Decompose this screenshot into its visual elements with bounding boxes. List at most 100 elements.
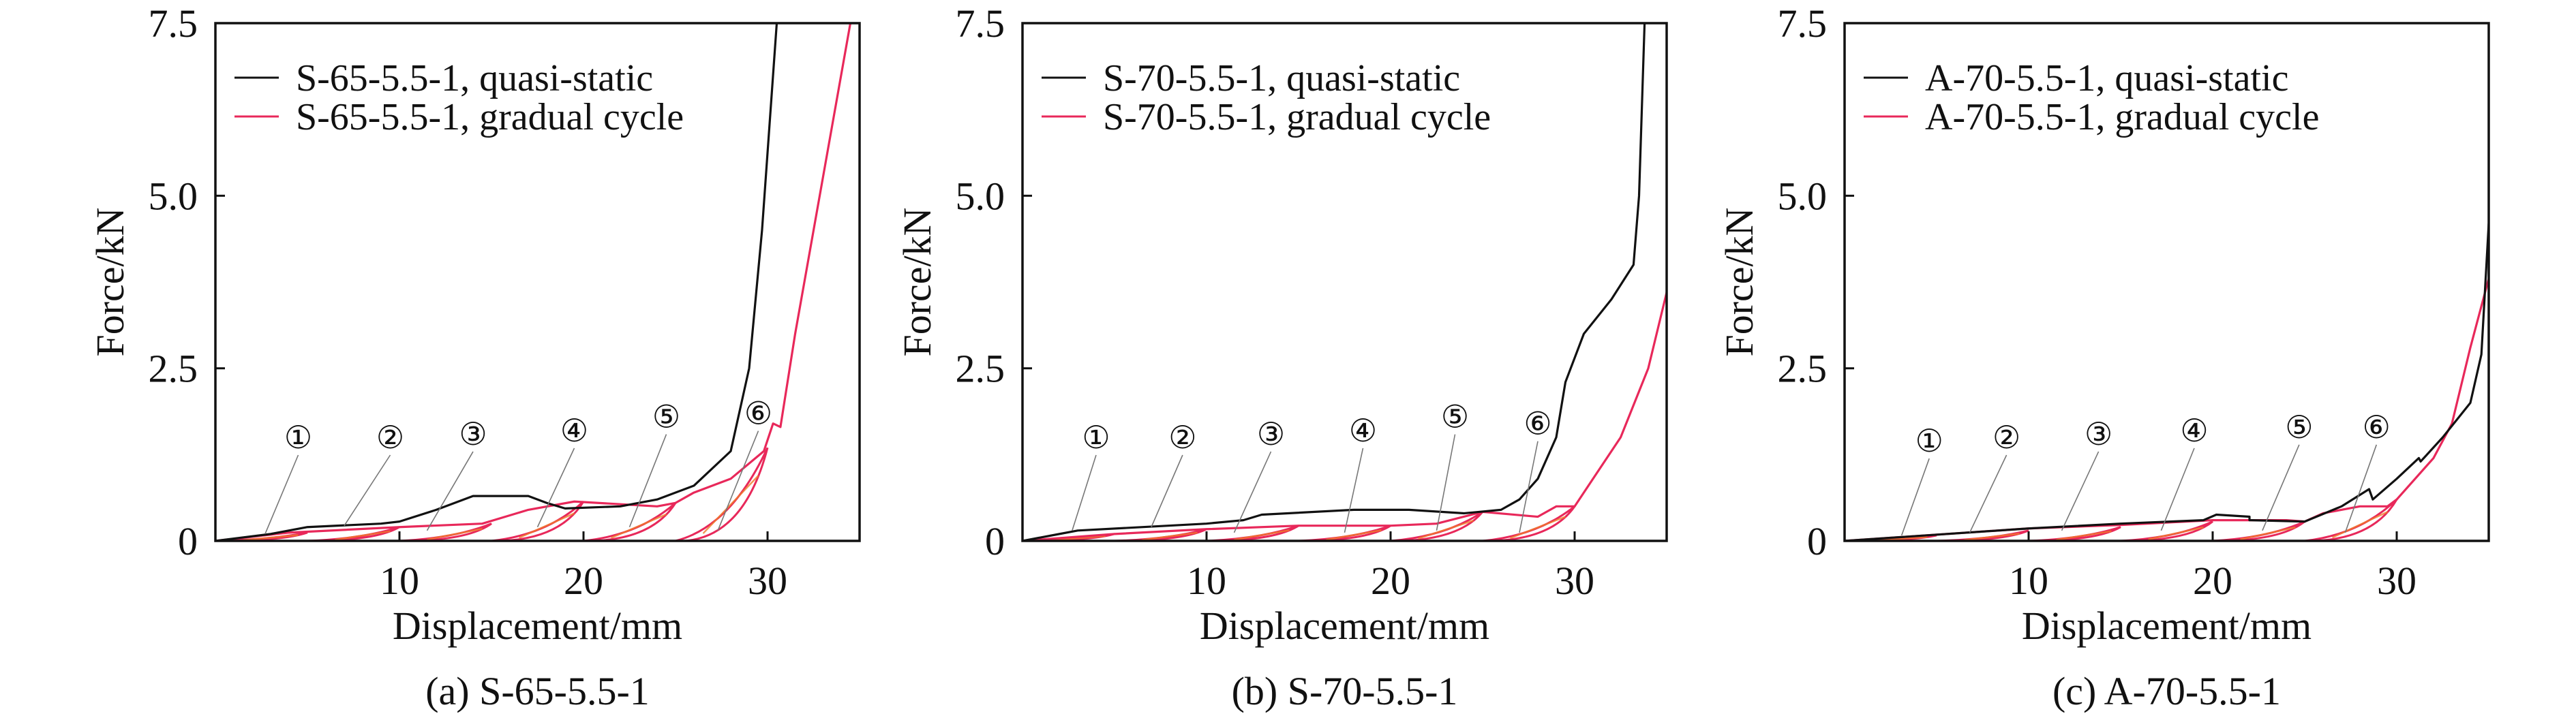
- x-tick-label: 20: [1371, 559, 1410, 603]
- cycle-reload-3: [2056, 530, 2112, 541]
- cycle-reload-1: [243, 534, 299, 541]
- cycle-reload-3: [1234, 529, 1290, 541]
- annotation-leader-1: [264, 454, 299, 535]
- x-tick-label: 10: [380, 559, 419, 603]
- y-tick-label: 0: [1807, 519, 1827, 563]
- cycle-loop-4: [1298, 525, 1391, 541]
- x-axis-label: Displacement/mm: [393, 604, 682, 648]
- annotation-leader-2: [1151, 454, 1183, 528]
- annotation-leader-6: [1519, 441, 1539, 533]
- cycle-reload-2: [1964, 533, 2020, 541]
- chart-panel-3: ① ② ③ ④ ⑤ ⑥ 0 2.5 5.0 7.5 10 20 30 Displacement/mm For…: [1717, 1, 2490, 713]
- annotation-label-1: ①: [284, 420, 312, 455]
- annotation-leader-5: [628, 434, 667, 528]
- y-tick-label: 7.5: [1778, 1, 1828, 46]
- series-line-gradual-cycle: [1022, 292, 1667, 541]
- cycle-reload-2: [1142, 531, 1198, 541]
- annotation-leader-6: [2344, 444, 2378, 533]
- annotation-leader-5: [2262, 444, 2300, 531]
- x-tick-label: 30: [2377, 559, 2416, 603]
- plot-frame: [214, 22, 861, 542]
- x-axis-label: Displacement/mm: [2022, 604, 2312, 648]
- y-axis-label: Force/kN: [895, 207, 939, 356]
- annotation-leader-3: [2061, 451, 2100, 531]
- annotation-label-1: ①: [1082, 420, 1110, 455]
- y-tick-label: 7.5: [956, 1, 1005, 46]
- annotation-leader-4: [1344, 448, 1364, 533]
- annotation-label-6: ⑥: [744, 396, 772, 431]
- annotation-label-3: ③: [1257, 417, 1285, 452]
- legend-label-gradual-cycle: S-70-5.5-1, gradual cycle: [1103, 96, 1491, 138]
- cycle-loop-6: [1482, 505, 1576, 541]
- plot-frame: [1021, 22, 1668, 542]
- legend-label-quasi-static: S-70-5.5-1, quasi-static: [1103, 57, 1460, 99]
- annotation-label-2: ②: [1168, 420, 1196, 455]
- x-axis-label: Displacement/mm: [1200, 604, 1489, 648]
- series-line-gradual-cycle: [215, 23, 852, 541]
- annotation-leader-4: [536, 448, 575, 528]
- annotation-leader-3: [426, 451, 474, 531]
- cycle-loop-3: [2028, 526, 2121, 541]
- annotation-leader-3: [1233, 451, 1272, 533]
- annotation-leader-4: [2160, 448, 2195, 531]
- cycle-reload-5: [2240, 526, 2296, 540]
- panel-caption: (a) S-65-5.5-1: [425, 669, 650, 713]
- annotation-leader-2: [1969, 454, 2007, 533]
- y-tick-label: 0: [178, 519, 198, 563]
- chart-panel-1: ① ② ③ ④ ⑤ ⑥ 0 2.5 5.0 7.5 10 20 30 Displacement/mm For…: [88, 1, 861, 713]
- plot-frame: [1843, 22, 2490, 542]
- series-line-gradual-cycle: [1845, 278, 2489, 541]
- series-line-quasi-static: [1845, 223, 2489, 541]
- cycle-reload-6: [2331, 511, 2389, 539]
- cycle-reload-4: [518, 512, 575, 539]
- annotation-label-6: ⑥: [2363, 410, 2391, 445]
- annotation-label-6: ⑥: [1524, 407, 1551, 441]
- series-line-quasi-static: [1022, 23, 1646, 541]
- y-tick-label: 5.0: [956, 174, 1005, 218]
- annotation-label-3: ③: [459, 417, 487, 452]
- annotation-leader-2: [344, 454, 391, 527]
- annotation-label-4: ④: [560, 413, 588, 448]
- annotation-label-2: ②: [1992, 420, 2020, 455]
- y-tick-label: 2.5: [956, 347, 1005, 391]
- cycle-reload-4: [2148, 526, 2204, 540]
- cycle-reload-5: [611, 513, 667, 539]
- cycle-reload-2: [335, 530, 391, 541]
- cycle-reload-5: [1418, 520, 1474, 540]
- y-tick-label: 7.5: [149, 1, 198, 46]
- annotation-label-4: ④: [1349, 413, 1377, 448]
- cycle-loop-5: [583, 502, 677, 541]
- annotation-label-1: ①: [1915, 424, 1943, 458]
- y-tick-label: 5.0: [1778, 174, 1828, 218]
- cycle-reload-4: [1326, 529, 1382, 541]
- plot-area: [215, 23, 852, 541]
- x-tick-label: 30: [748, 559, 787, 603]
- annotation-label-5: ⑤: [1441, 400, 1469, 435]
- annotation-leader-1: [1072, 454, 1097, 531]
- x-tick-label: 10: [2009, 559, 2048, 603]
- annotation-label-5: ⑤: [652, 400, 680, 435]
- cycle-reload-6: [702, 475, 759, 534]
- cycle-reload-6: [1510, 516, 1566, 540]
- annotation-label-3: ③: [2085, 417, 2112, 452]
- y-tick-label: 5.0: [149, 174, 198, 218]
- legend-label-gradual-cycle: S-65-5.5-1, gradual cycle: [296, 96, 684, 138]
- chart-panel-2: ① ② ③ ④ ⑤ ⑥ 0 2.5 5.0 7.5 10 20 30 Displacement/mm For…: [895, 1, 1668, 713]
- panel-caption: (c) A-70-5.5-1: [2052, 669, 2281, 713]
- annotation-leader-1: [1900, 458, 1930, 536]
- y-tick-label: 0: [985, 519, 1005, 563]
- annotation-label-5: ⑤: [2285, 410, 2313, 445]
- legend-label-quasi-static: A-70-5.5-1, quasi-static: [1925, 57, 2288, 99]
- series-line-quasi-static: [215, 23, 778, 541]
- annotation-label-4: ④: [2180, 413, 2208, 448]
- legend-label-gradual-cycle: A-70-5.5-1, gradual cycle: [1925, 96, 2319, 138]
- annotation-leader-6: [717, 431, 759, 531]
- x-tick-label: 10: [1187, 559, 1226, 603]
- y-axis-label: Force/kN: [88, 207, 132, 356]
- y-axis-label: Force/kN: [1717, 207, 1761, 356]
- x-tick-label: 30: [1555, 559, 1594, 603]
- annotation-label-2: ②: [376, 420, 404, 455]
- annotation-leader-5: [1436, 434, 1456, 531]
- cycle-reload-3: [427, 528, 483, 541]
